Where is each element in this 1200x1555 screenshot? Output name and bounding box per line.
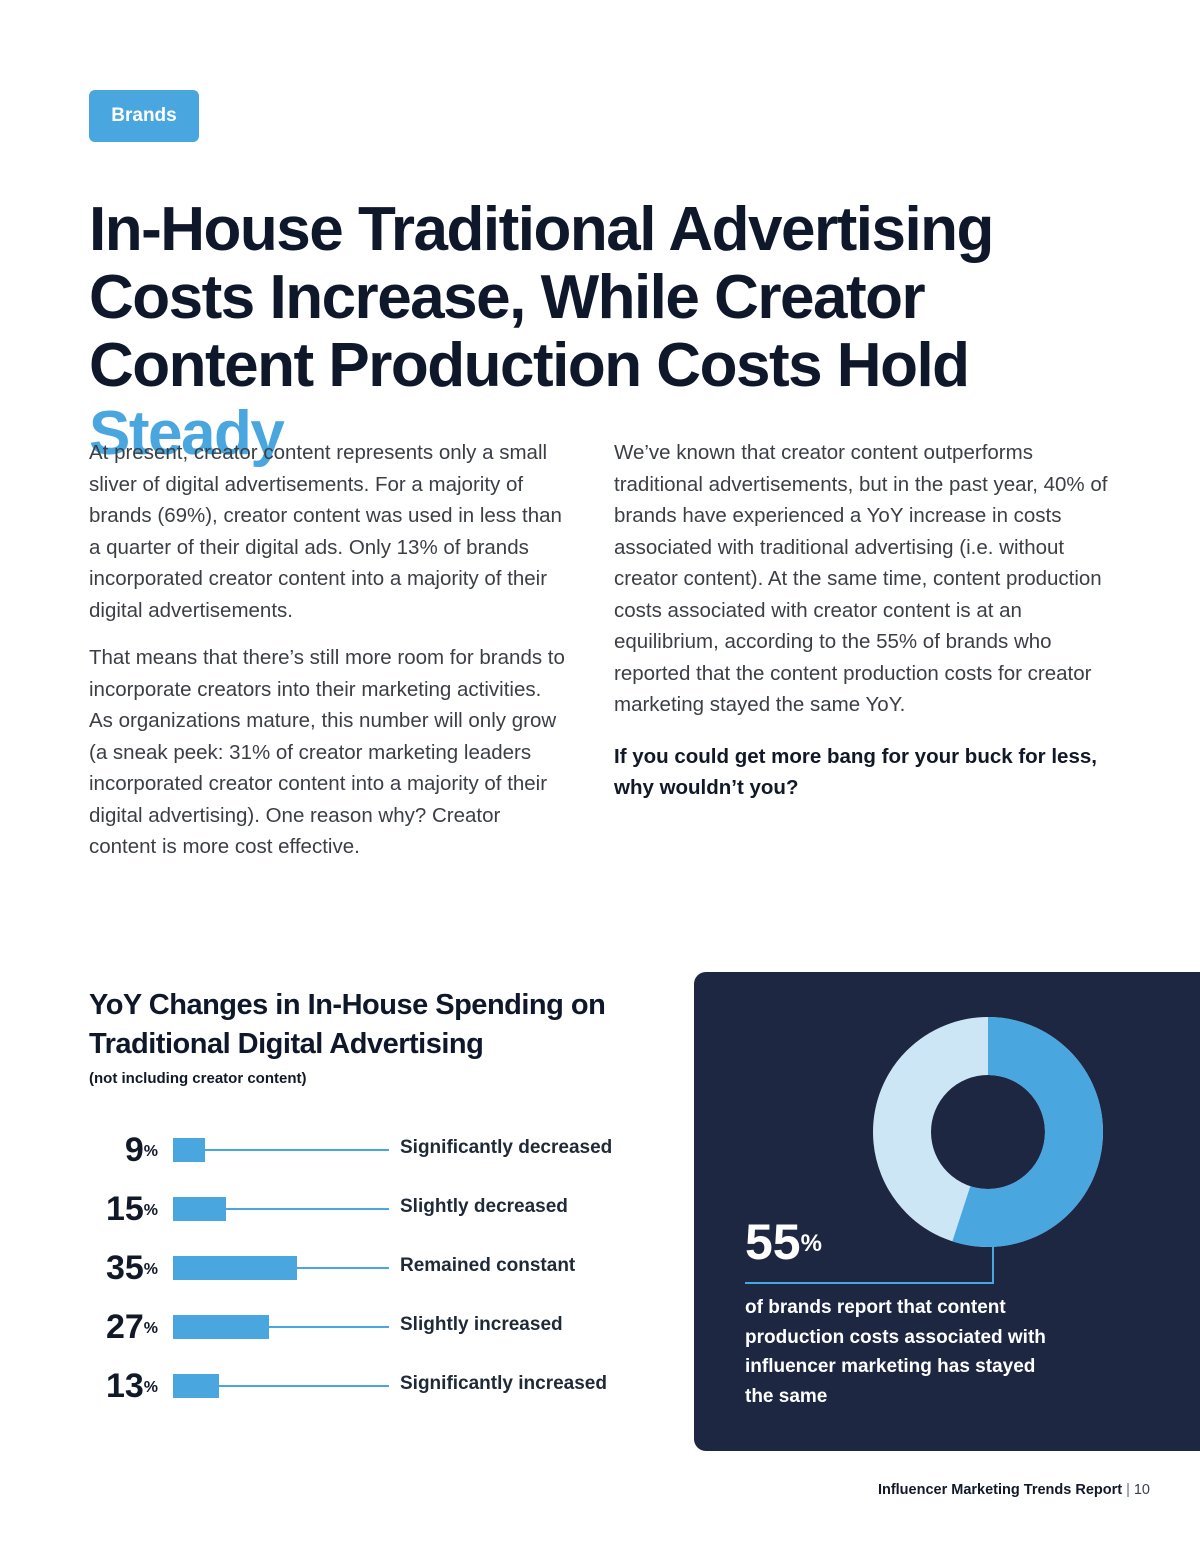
bar-value-number: 9 [124,1131,144,1169]
bar-value-suffix: % [143,1379,158,1396]
bar-category-label: Significantly decreased [400,1137,613,1158]
footer-report-title: Influencer Marketing Trends Report [877,1482,1123,1498]
page-footer: Influencer Marketing Trends Report | 10 [780,1482,1150,1498]
bar-category-label: Slightly increased [400,1314,563,1335]
bar-leader-line [173,1385,389,1387]
bar [173,1197,226,1221]
stat-description: of brands report that content production… [745,1297,1046,1407]
paragraph: We’ve known that creator content outperf… [614,441,1108,716]
bar [173,1256,297,1280]
stat-value: 55% [745,1214,822,1270]
bar-category-label: Remained constant [400,1255,576,1276]
bar-value-label: 27% [88,1309,158,1345]
donut-highlight-slice [873,1017,1103,1247]
bar-value-label: 15% [88,1191,158,1227]
bar-value-label: 9% [88,1132,158,1168]
chart-title: YoY Changes in In-House Spending on Trad… [89,989,606,1060]
bar-value-suffix: % [143,1261,158,1278]
bar-value-label: 35% [88,1250,158,1286]
bar [173,1138,205,1162]
right-column: We’ve known that creator content outperf… [614,437,1114,820]
bar-value-number: 35 [105,1249,144,1287]
bar-category-label: Slightly decreased [400,1196,568,1217]
bar-category-label: Significantly increased [400,1373,607,1394]
bar-leader-line [173,1326,389,1328]
bar-leader-line [173,1208,389,1210]
title-main: In-House Traditional Advertising Costs I… [89,195,994,400]
category-tag: Brands [89,90,199,142]
bar-value-label: 13% [88,1368,158,1404]
paragraph: At present, creator content represents o… [89,441,562,622]
bar-value-suffix: % [143,1320,158,1337]
bar-value-suffix: % [143,1143,158,1160]
bar-value-number: 15 [105,1190,144,1228]
paragraph: That means that there’s still more room … [89,646,565,858]
bar-value-suffix: % [143,1202,158,1219]
stat-suffix: % [800,1230,822,1257]
bar [173,1315,269,1339]
title-accent: Steady [89,399,285,468]
page-title: In-House Traditional Advertising Costs I… [89,196,1149,468]
footer-separator: | [1126,1482,1130,1498]
bar [173,1374,219,1398]
bar-value-number: 13 [105,1367,144,1405]
page-number: 10 [1133,1482,1150,1498]
donut-chart [873,1017,1103,1247]
bar-value-number: 27 [105,1308,144,1346]
stat-number: 55 [745,1214,801,1270]
chart-subtitle: (not including creator content) [89,1070,307,1087]
left-column: At present, creator content represents o… [89,437,567,879]
emphasis-question: If you could get more bang for your buck… [614,744,1097,800]
bar-leader-line [173,1149,389,1151]
